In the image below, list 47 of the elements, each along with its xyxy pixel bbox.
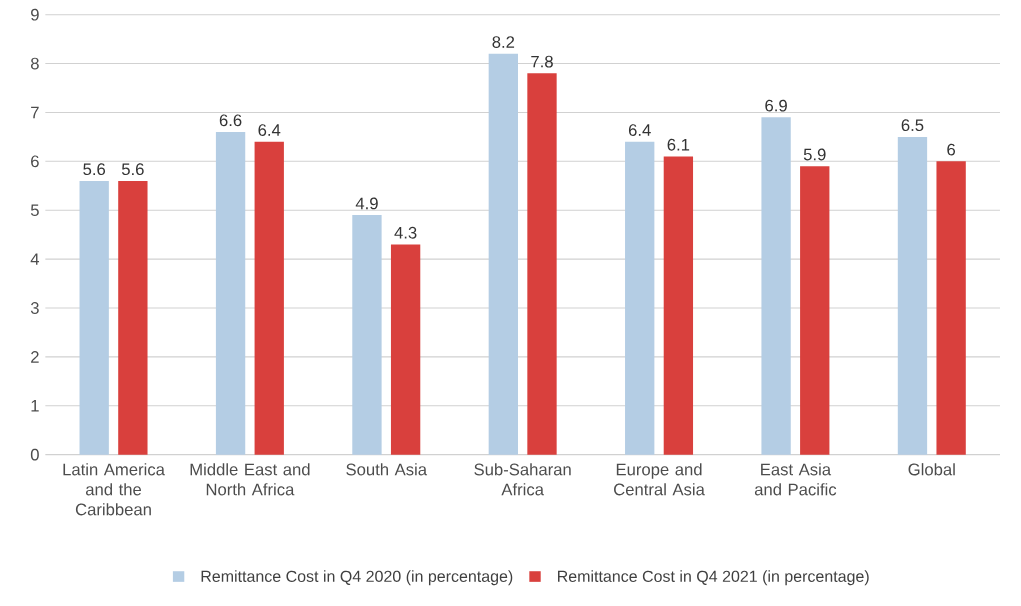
legend-label: Remittance Cost in Q4 2020 (in percentage) xyxy=(201,570,513,586)
bar xyxy=(390,244,421,455)
y-tick-label: 7 xyxy=(31,106,39,119)
legend-label: Remittance Cost in Q4 2021 (in percentage) xyxy=(558,570,869,586)
y-tick-label: 0 xyxy=(30,448,39,461)
x-tick-label: Middle East and North Africa xyxy=(190,463,310,496)
bar xyxy=(761,117,791,455)
data-label: 6.4 xyxy=(628,124,651,136)
y-tick-label: 3 xyxy=(30,302,39,314)
x-tick-label: Global xyxy=(908,463,955,476)
x-tick-label: Latin America and the Caribbean xyxy=(63,463,165,516)
data-label: 5.6 xyxy=(121,163,144,176)
bar xyxy=(527,73,557,455)
x-tick-label: South Asia xyxy=(346,463,428,476)
bar xyxy=(488,53,518,455)
bar xyxy=(800,166,830,455)
y-tick-label: 9 xyxy=(31,8,39,21)
data-label: 6.4 xyxy=(258,124,281,136)
data-label: 6.6 xyxy=(219,114,242,127)
y-tick-label: 1 xyxy=(31,400,39,412)
y-tick-label: 4 xyxy=(30,253,40,265)
data-label: 6.9 xyxy=(765,99,787,112)
data-label: 6.5 xyxy=(901,119,924,132)
data-label: 7.8 xyxy=(531,55,553,68)
data-label: 6.1 xyxy=(667,138,690,151)
data-label: 4.3 xyxy=(394,226,417,239)
bar xyxy=(215,132,246,455)
data-label: 4.9 xyxy=(355,197,378,210)
y-tick-label: 8 xyxy=(30,57,39,70)
y-tick-label: 2 xyxy=(31,351,39,363)
bar xyxy=(79,180,109,455)
bar xyxy=(936,161,966,455)
bar xyxy=(663,156,694,455)
data-label: 6 xyxy=(947,143,956,156)
x-tick-label: Europe and Central Asia xyxy=(614,463,705,496)
y-tick-label: 5 xyxy=(30,204,39,217)
bar xyxy=(625,141,655,455)
bar xyxy=(897,136,928,455)
data-label: 5.9 xyxy=(803,148,826,161)
bar xyxy=(118,180,148,455)
x-tick-label: East Asia and Pacific xyxy=(754,463,837,496)
data-label: 8.2 xyxy=(492,36,515,48)
data-label: 5.6 xyxy=(83,163,106,176)
y-tick-label: 6 xyxy=(31,155,39,168)
bar xyxy=(352,215,382,455)
bar xyxy=(254,141,284,455)
x-tick-label: Sub-Saharan Africa xyxy=(474,463,571,496)
